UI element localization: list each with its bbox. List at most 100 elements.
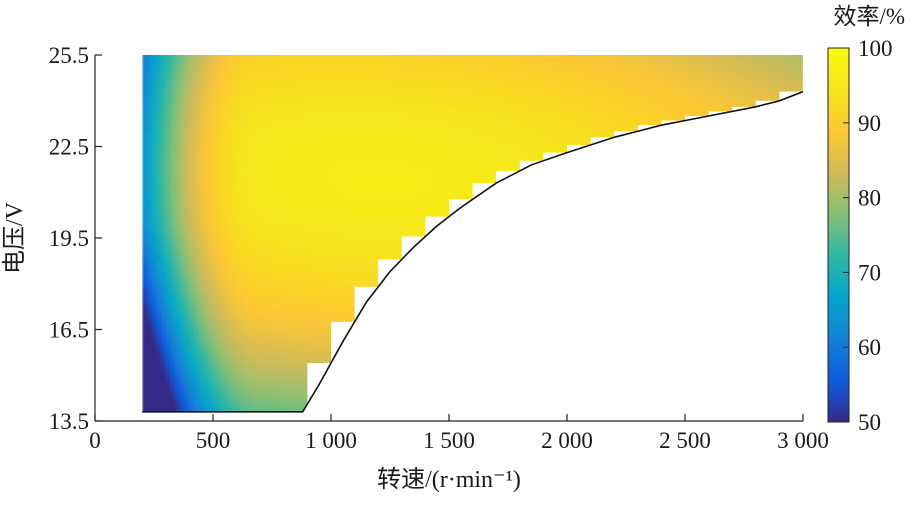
heat-cell — [420, 326, 426, 334]
heat-cell — [533, 192, 540, 199]
heat-cell — [331, 271, 337, 279]
heat-cell — [538, 222, 544, 230]
heat-cell — [297, 344, 304, 352]
heat-cell — [260, 82, 266, 90]
heat-cell — [349, 131, 356, 138]
heat-cell — [293, 265, 299, 273]
heat-cell — [496, 356, 502, 364]
heat-cell — [472, 344, 478, 352]
heat-cell — [326, 344, 332, 352]
heat-cell — [274, 155, 280, 163]
heat-cell — [382, 55, 389, 59]
heat-cell — [434, 112, 441, 120]
heat-cell — [213, 82, 219, 90]
heat-cell — [156, 88, 162, 96]
heat-cell — [146, 375, 153, 382]
heat-cell — [458, 320, 464, 328]
heat-cell — [189, 192, 195, 199]
heat-cell — [482, 222, 488, 230]
heat-cell — [415, 356, 422, 364]
heat-cell — [463, 253, 469, 260]
heat-cell — [279, 82, 285, 90]
heat-cell — [401, 308, 408, 315]
heat-cell — [486, 332, 493, 340]
heat-cell — [444, 387, 450, 395]
heat-cell — [467, 326, 474, 334]
heat-cell — [354, 131, 360, 138]
heat-cell — [491, 131, 497, 138]
heat-cell — [467, 308, 474, 315]
heat-cell — [246, 295, 252, 303]
heat-cell — [524, 143, 530, 151]
heat-cell — [496, 302, 502, 309]
heat-cell — [246, 350, 252, 358]
heat-cell — [359, 265, 365, 273]
heat-cell — [510, 344, 516, 352]
heat-cell — [467, 320, 474, 328]
heat-cell — [467, 106, 474, 114]
heat-cell — [482, 100, 488, 108]
heat-cell — [420, 204, 426, 212]
heat-cell — [382, 125, 389, 132]
heat-cell — [373, 241, 379, 248]
heat-cell — [231, 76, 238, 84]
heat-cell — [463, 112, 469, 120]
heat-cell — [430, 381, 436, 389]
heat-cell — [184, 344, 190, 352]
heat-cell — [208, 350, 214, 358]
heat-cell — [241, 253, 247, 260]
heat-cell — [458, 88, 464, 96]
heat-cell — [321, 143, 327, 151]
heat-cell — [231, 289, 238, 297]
heat-cell — [217, 180, 224, 187]
heat-cell — [406, 350, 412, 358]
heat-cell — [217, 76, 224, 84]
heat-cell — [524, 100, 530, 108]
heat-cell — [246, 204, 252, 212]
heat-cell — [505, 308, 511, 315]
heat-cell — [354, 210, 360, 218]
heat-cell — [170, 82, 176, 90]
heat-cell — [477, 271, 483, 279]
heat-cell — [496, 131, 502, 138]
heat-cell — [397, 58, 403, 65]
heat-cell — [241, 399, 247, 407]
heat-cell — [326, 375, 332, 382]
heat-cell — [420, 198, 426, 206]
heat-cell — [368, 70, 375, 77]
heat-cell — [496, 393, 502, 401]
heat-cell — [439, 149, 445, 157]
heat-cell — [288, 344, 294, 352]
heat-cell — [222, 399, 228, 407]
heat-cell — [213, 375, 219, 382]
heat-cell — [156, 186, 162, 193]
heat-cell — [533, 119, 540, 126]
heat-cell — [349, 143, 356, 151]
heat-cell — [170, 277, 176, 285]
heat-cell — [500, 192, 507, 199]
heat-cell — [453, 381, 460, 389]
heat-cell — [165, 259, 172, 267]
heat-cell — [529, 58, 535, 65]
heat-cell — [335, 149, 342, 157]
heat-cell — [302, 228, 308, 236]
heat-cell — [406, 222, 412, 230]
heat-cell — [529, 314, 535, 321]
heat-cell — [269, 228, 275, 236]
heat-cell — [246, 247, 252, 254]
heat-cell — [312, 259, 318, 267]
heat-cell — [519, 70, 526, 77]
heat-cell — [222, 155, 228, 163]
heat-cell — [364, 106, 370, 114]
heat-cell — [467, 369, 474, 376]
heat-cell — [260, 375, 266, 382]
heat-cell — [406, 186, 412, 193]
heat-cell — [302, 320, 308, 328]
heat-cell — [335, 375, 342, 382]
heat-cell — [505, 247, 511, 254]
heat-cell — [430, 173, 436, 181]
heat-cell — [260, 332, 266, 340]
heat-cell — [392, 125, 398, 132]
heat-cell — [302, 192, 308, 199]
heat-cell — [236, 308, 242, 315]
